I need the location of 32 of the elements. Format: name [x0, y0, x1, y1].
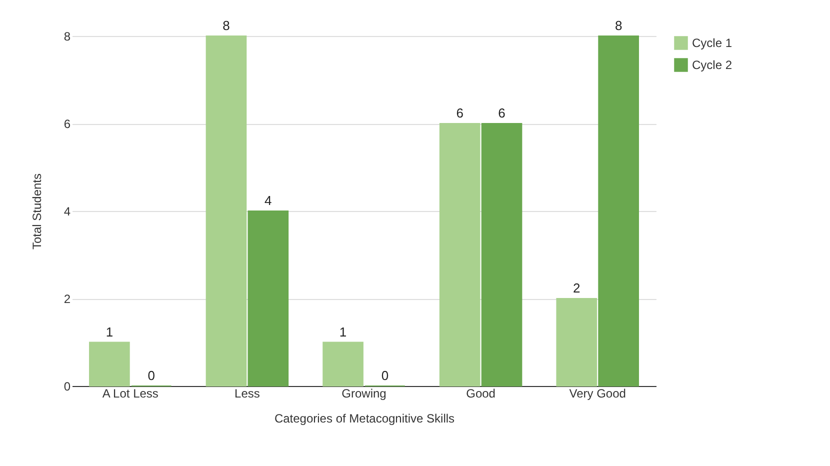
bar — [439, 123, 480, 386]
bar — [598, 36, 639, 386]
bar — [206, 36, 247, 386]
x-tick-label: A Lot Less — [102, 386, 158, 400]
bar — [322, 342, 364, 386]
y-tick-label: 4 — [64, 204, 71, 218]
y-tick-label: 6 — [64, 117, 71, 131]
data-label: 8 — [614, 18, 622, 33]
data-label: 6 — [456, 106, 464, 120]
data-label: 0 — [381, 368, 389, 383]
y-tick-label: 2 — [64, 292, 71, 306]
legend-label: Cycle 1 — [692, 36, 732, 50]
bar — [248, 210, 289, 386]
data-label: 4 — [264, 193, 272, 208]
data-label: 2 — [573, 280, 580, 296]
legend-label: Cycle 2 — [692, 58, 732, 72]
bar — [481, 123, 522, 386]
data-label: 1 — [339, 324, 347, 340]
data-label: 1 — [106, 324, 114, 340]
x-tick-label: Growing — [342, 386, 386, 400]
y-axis-title: Total Students — [30, 173, 44, 250]
bar — [556, 298, 598, 386]
y-tick-label: 8 — [64, 30, 71, 44]
bar — [89, 342, 130, 386]
x-axis-title: Categories of Metacognitive Skills — [274, 412, 455, 426]
x-tick-label: Very Good — [569, 386, 626, 400]
x-tick-label: Less — [234, 386, 260, 400]
x-tick-label: Good — [466, 386, 496, 400]
y-tick-label: 0 — [64, 380, 71, 394]
data-label: 8 — [222, 18, 230, 33]
data-label: 6 — [498, 106, 506, 120]
data-label: 0 — [148, 368, 155, 383]
